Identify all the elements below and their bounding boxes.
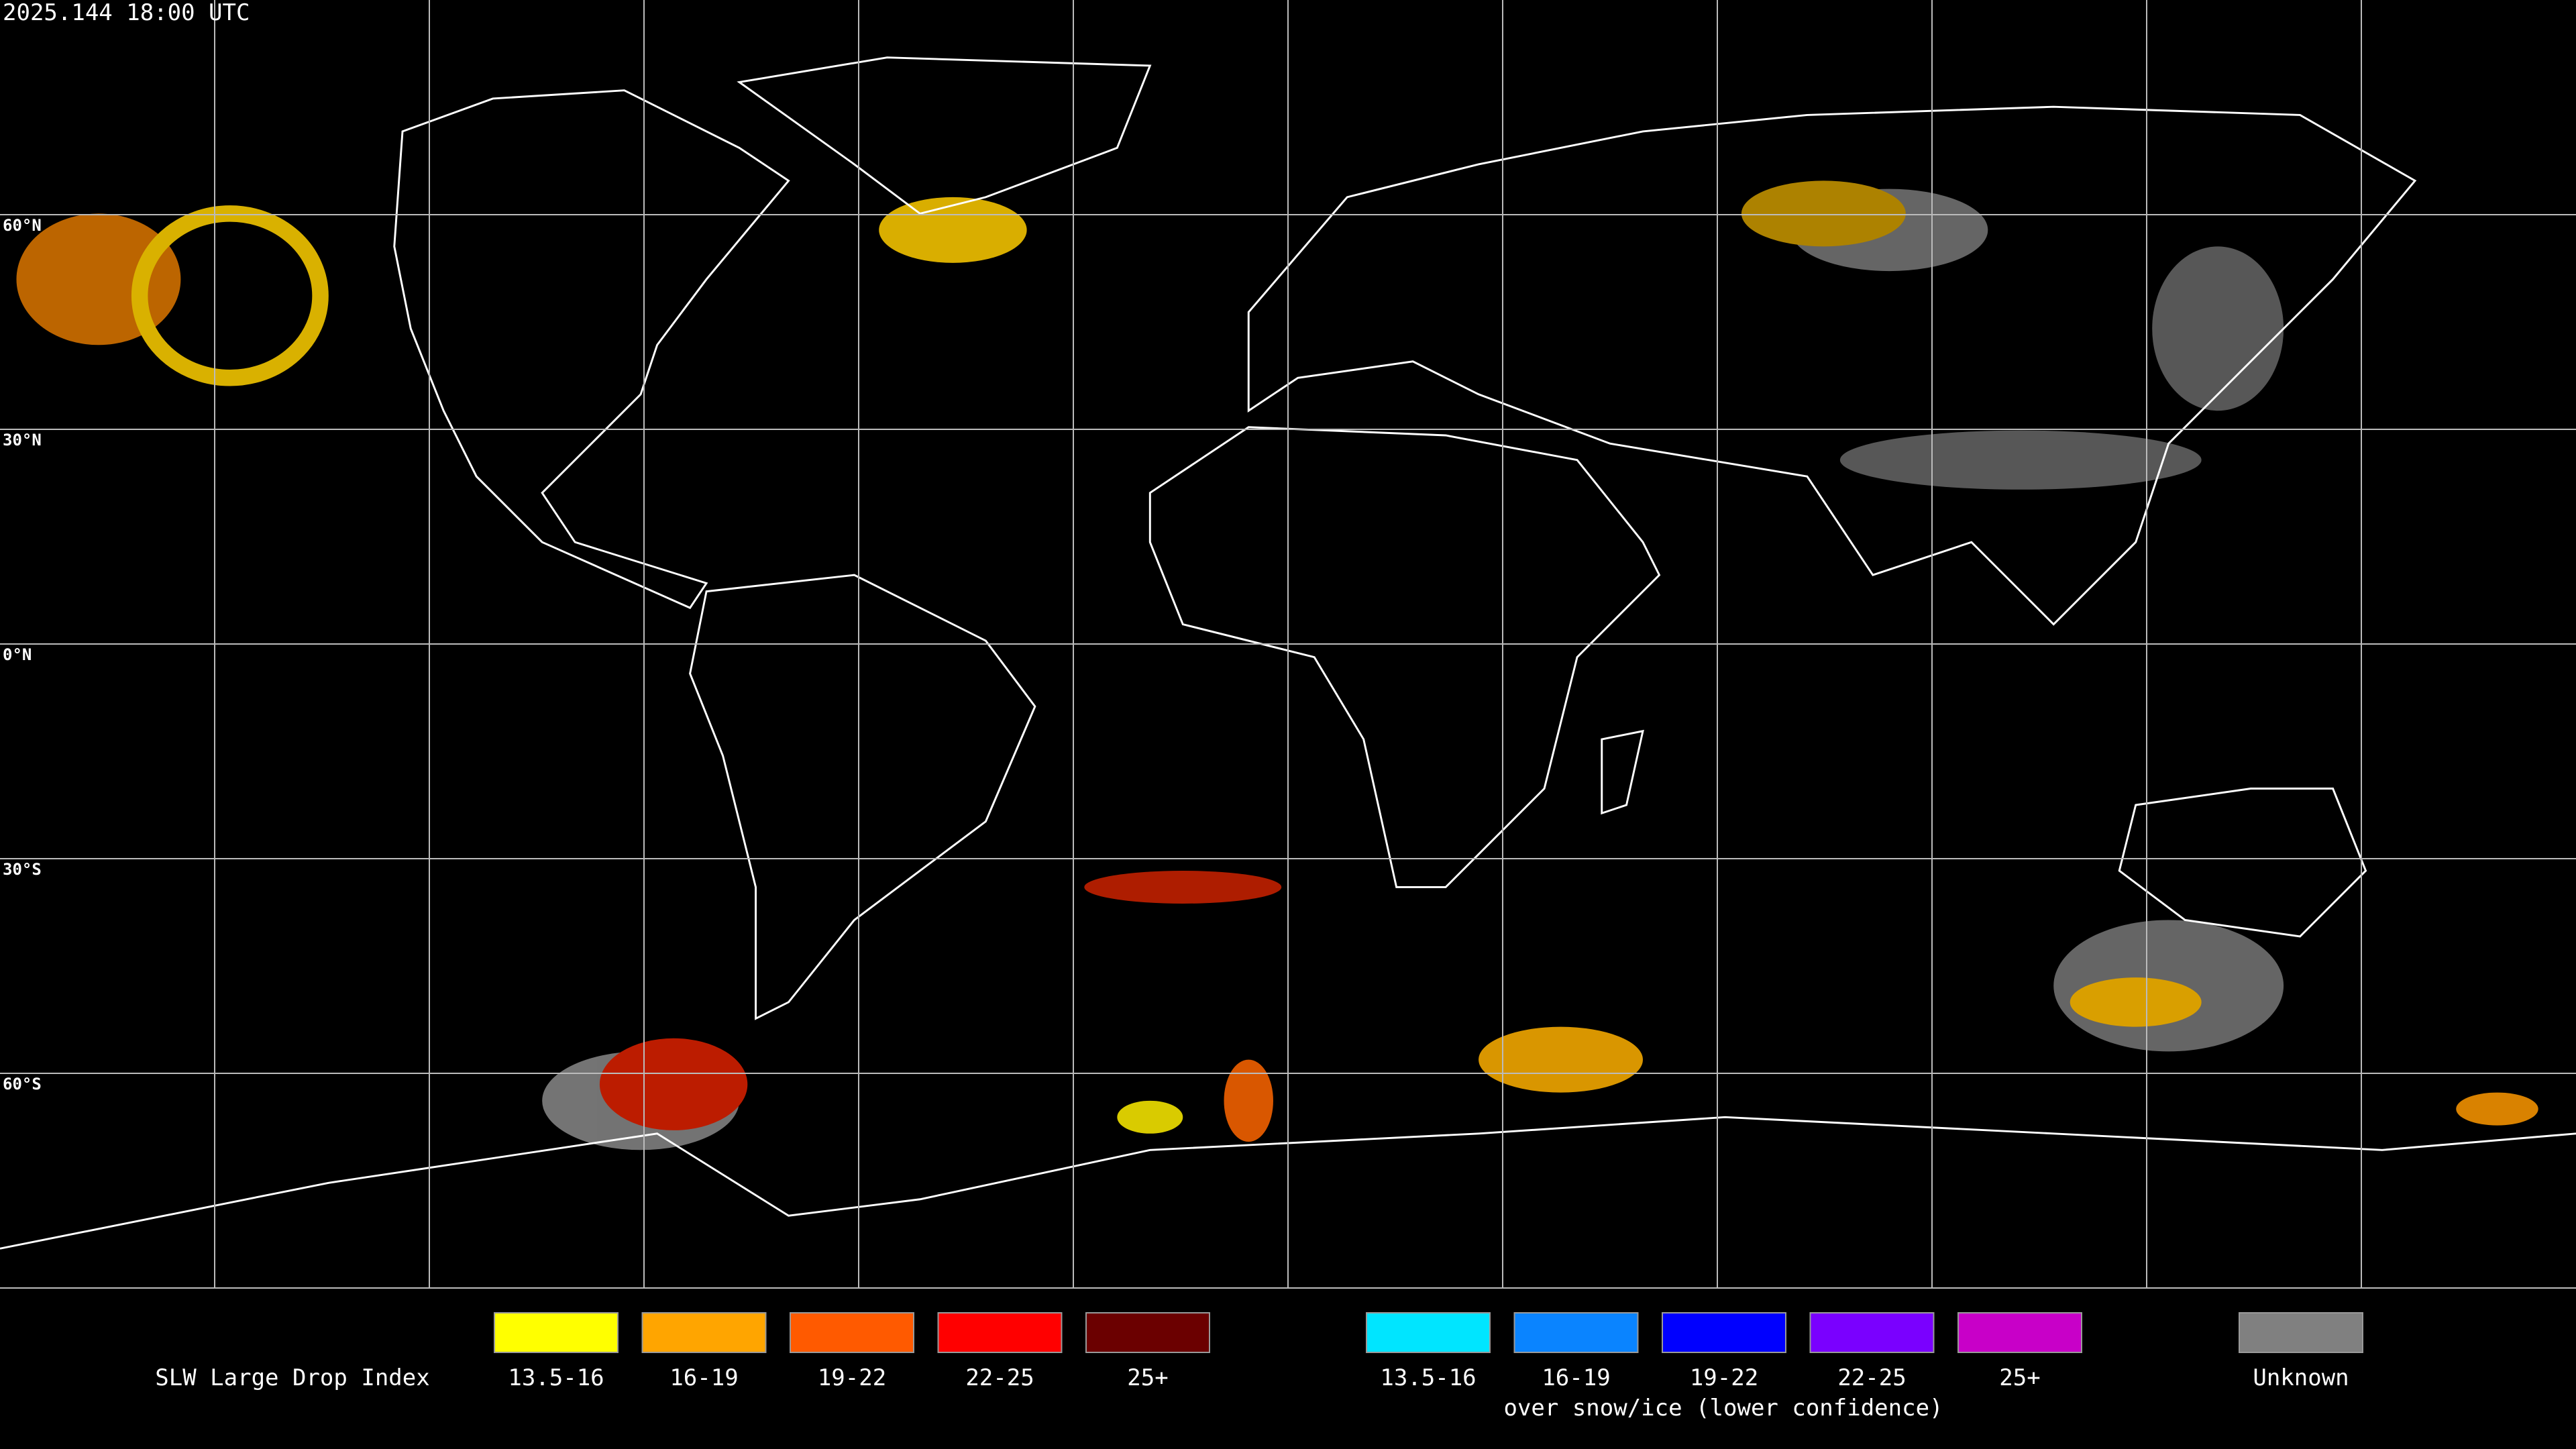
legend-swatch (2239, 1312, 2363, 1353)
map-layer (0, 56, 2576, 1250)
legend-swatch (1957, 1312, 2082, 1353)
latitude-label: 0°N (3, 645, 32, 664)
legend-swatch (494, 1312, 619, 1353)
legend-swatch (1085, 1312, 1210, 1353)
legend-label: Unknown (2253, 1364, 2349, 1391)
legend-label: 16-19 (669, 1364, 738, 1391)
legend-label: 19-22 (1690, 1364, 1758, 1391)
legend-swatch (1366, 1312, 1491, 1353)
legend-swatch (790, 1312, 914, 1353)
legend-label: 25+ (1999, 1364, 2040, 1391)
legend-title: SLW Large Drop Index (155, 1364, 429, 1391)
legend-label: 22-25 (1837, 1364, 1906, 1391)
legend-label: 22-25 (965, 1364, 1034, 1391)
legend-swatch (1662, 1312, 1786, 1353)
legend-label: 25+ (1127, 1364, 1168, 1391)
graticule: 60°N 30°N 0°N 30°S 60°S (0, 0, 2576, 1289)
legend-label: 13.5-16 (508, 1364, 604, 1391)
legend-label: 13.5-16 (1380, 1364, 1476, 1391)
legend-swatch (1809, 1312, 1935, 1353)
legend-swatch (1513, 1312, 1639, 1353)
latitude-label: 60°N (3, 216, 42, 235)
legend: SLW Large Drop Index over snow/ice (lowe… (155, 1312, 2363, 1421)
latitude-label: 60°S (3, 1075, 42, 1093)
legend-swatch (641, 1312, 767, 1353)
timestamp: 2025.144 18:00 UTC (3, 0, 250, 26)
legend-label: 19-22 (818, 1364, 886, 1391)
legend-caption: over snow/ice (lower confidence) (1503, 1395, 1943, 1421)
legend-swatch (937, 1312, 1063, 1353)
coastlines (0, 56, 2576, 1250)
latitude-label: 30°S (3, 860, 42, 879)
legend-label: 16-19 (1542, 1364, 1610, 1391)
latitude-label: 30°N (3, 431, 42, 449)
cloud-field (16, 180, 2538, 1150)
